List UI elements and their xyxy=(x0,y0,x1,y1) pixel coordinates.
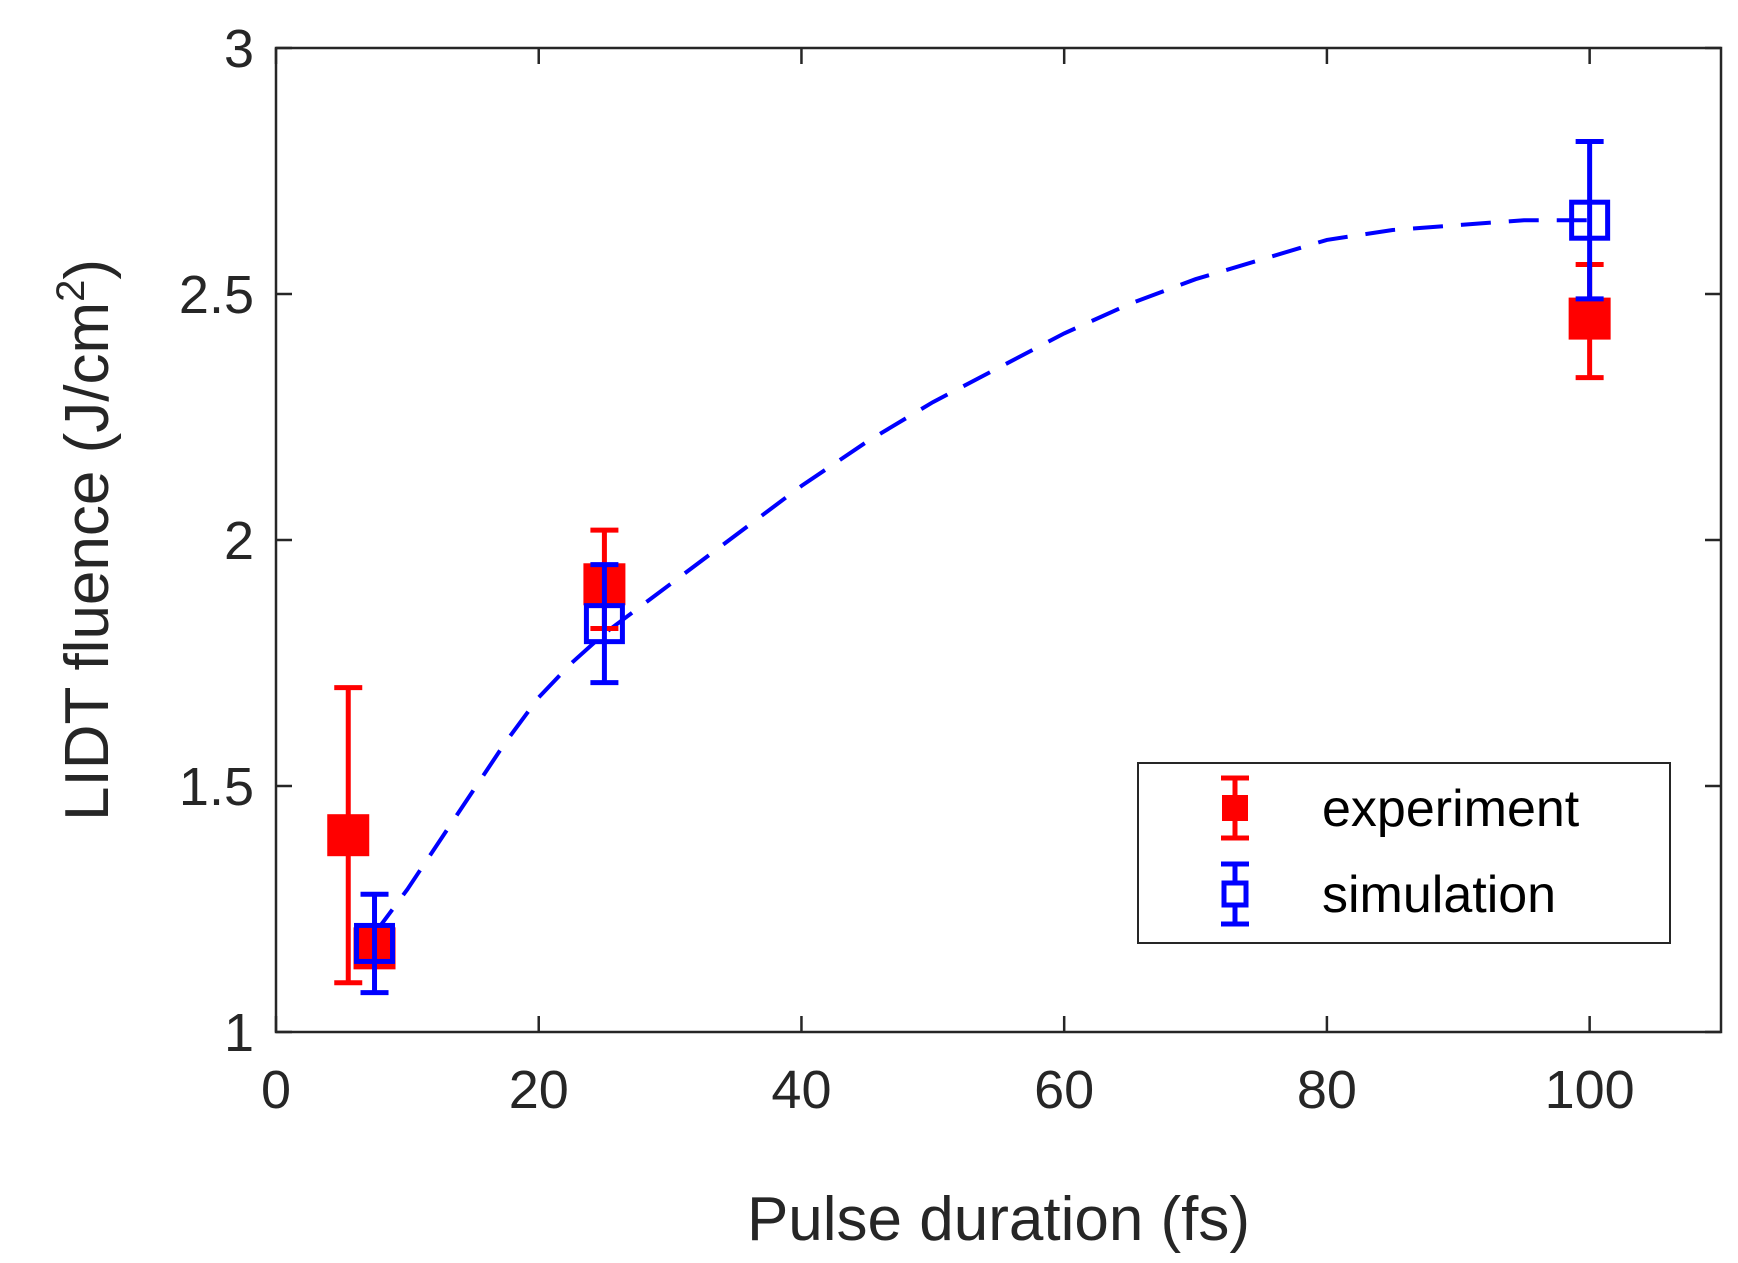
tick-labels: 0 20 40 60 80 100 1 1.5 2 2.5 3 xyxy=(179,19,1635,1120)
experiment-marker xyxy=(1568,297,1611,340)
x-tick-label: 20 xyxy=(509,1060,569,1120)
x-tick-label: 40 xyxy=(771,1060,831,1120)
y-axis-title-superscript: 2 xyxy=(49,280,93,302)
x-tick-label: 80 xyxy=(1297,1060,1357,1120)
y-tick-label: 1 xyxy=(224,1003,254,1063)
x-axis-title: Pulse duration (fs) xyxy=(747,1185,1250,1254)
simulation-marker xyxy=(583,603,625,645)
simulation-marker xyxy=(1569,199,1611,241)
y-tick-label: 1.5 xyxy=(179,757,254,817)
simulation-point xyxy=(583,562,625,686)
y-axis-title-close: ) xyxy=(53,259,122,280)
plot-frame xyxy=(274,46,1723,1034)
legend-marker-simulation xyxy=(1221,861,1249,927)
y-tick-label: 3 xyxy=(224,19,254,79)
legend-box xyxy=(1137,762,1671,944)
legend-label-simulation: simulation xyxy=(1322,866,1556,924)
x-tick-label: 60 xyxy=(1034,1060,1094,1120)
experiment-marker xyxy=(327,814,370,857)
fit-curve-layer xyxy=(372,218,1590,935)
y-tick-label: 2.5 xyxy=(179,265,254,325)
experiment-point xyxy=(327,685,370,986)
legend-label-experiment: experiment xyxy=(1322,780,1580,838)
data-marks-layer xyxy=(327,138,1611,996)
fit-curve-line xyxy=(372,218,1590,935)
simulation-point xyxy=(354,891,396,996)
x-tick-label: 100 xyxy=(1545,1060,1635,1120)
y-tick-label: 2 xyxy=(224,511,254,571)
simulation-point xyxy=(1569,138,1611,302)
simulation-marker xyxy=(354,922,396,964)
x-tick-label: 0 xyxy=(261,1060,291,1120)
y-axis-title-main: LIDT fluence (J/cm xyxy=(53,302,122,821)
legend: experiment simulation xyxy=(1137,762,1671,944)
legend-marker-experiment xyxy=(1221,775,1249,841)
y-axis-title: LIDT fluence (J/cm2) xyxy=(49,259,122,821)
